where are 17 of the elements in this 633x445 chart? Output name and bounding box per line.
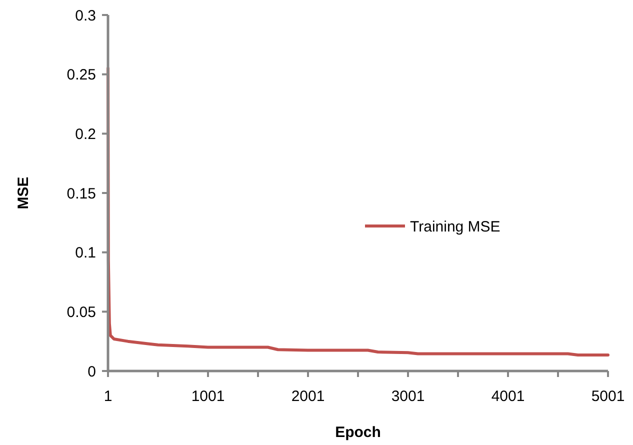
y-tick-label: 0.25 — [66, 66, 96, 84]
x-tick-label: 4001 — [491, 388, 525, 405]
x-axis-title: Epoch — [335, 424, 381, 441]
y-axis-title: MSE — [15, 176, 32, 210]
line-series — [106, 66, 610, 356]
x-tick-label: 2001 — [291, 388, 325, 405]
legend-label: Training MSE — [410, 218, 500, 236]
x-tick-label: 3001 — [391, 388, 425, 405]
y-tick-label: 0.15 — [66, 185, 96, 202]
y-tick-label: 0 — [88, 363, 96, 380]
y-tick-label: 0.2 — [75, 126, 96, 143]
x-tick-label: 1 — [104, 388, 112, 405]
y-tick-label: 0.1 — [75, 244, 96, 262]
y-tick-label: 0.3 — [75, 7, 96, 24]
y-tick-label: 0.05 — [66, 304, 96, 321]
x-tick-label: 1001 — [191, 388, 225, 405]
x-tick-label: 5001 — [591, 388, 625, 405]
